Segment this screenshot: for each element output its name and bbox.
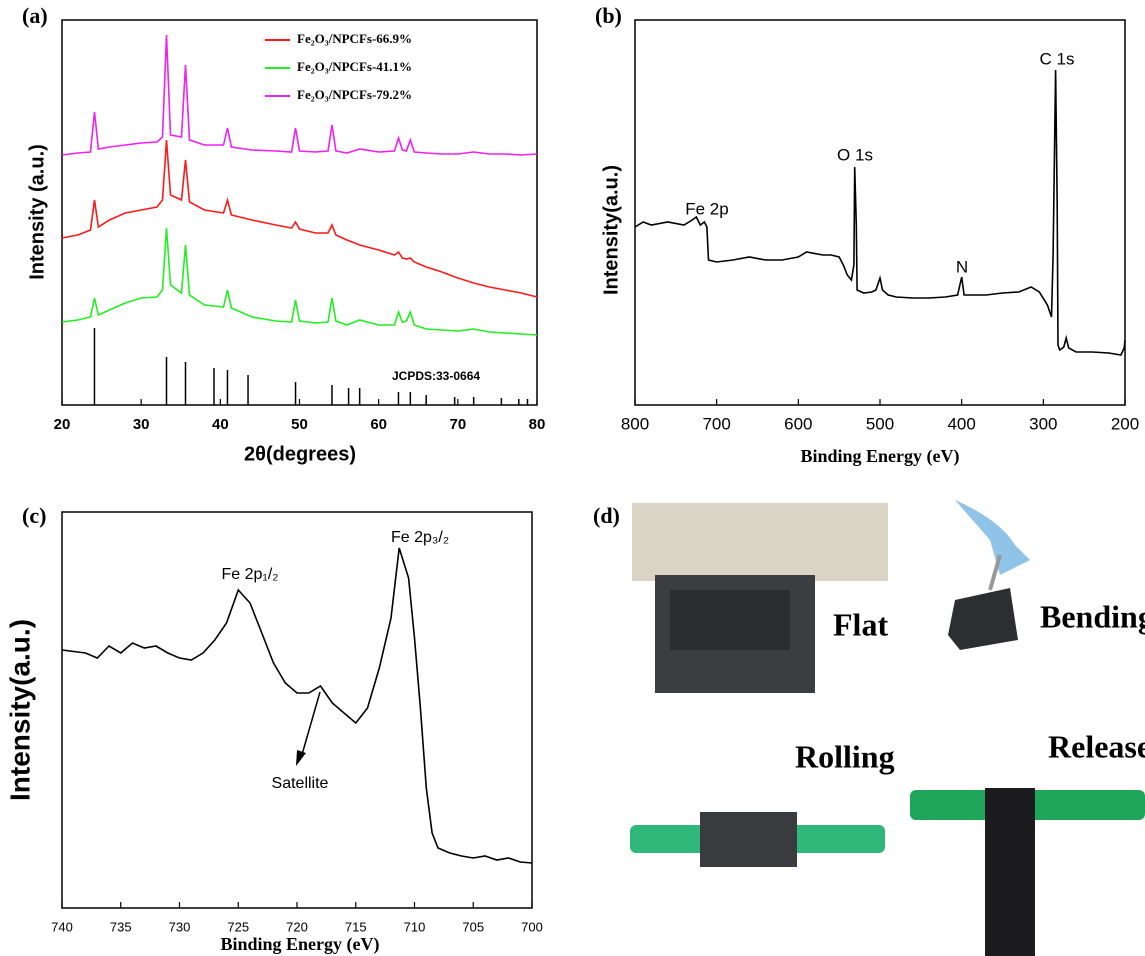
panel-label: (a) [22, 3, 48, 28]
glove [955, 500, 1030, 575]
x-tick-label: 400 [947, 414, 975, 433]
x-tick-label: 50 [291, 416, 308, 433]
peak-annotation: C 1s [1040, 49, 1075, 68]
x-tick-label: 80 [529, 416, 546, 433]
x-tick-label: 200 [1111, 414, 1139, 433]
x-tick-label: 500 [866, 414, 894, 433]
plot-frame [61, 511, 533, 909]
x-axis-label: 2θ(degrees) [244, 443, 356, 465]
film-texture [670, 590, 790, 650]
ruler [632, 503, 888, 581]
x-tick-label: 700 [702, 414, 730, 433]
x-tick-label: 715 [345, 919, 367, 934]
x-tick-label: 735 [110, 919, 132, 934]
legend-label: Fe₂O₃/NPCFs-41.1% [297, 59, 412, 74]
x-tick-label: 300 [1029, 414, 1057, 433]
series-line [634, 69, 1126, 356]
photo-caption: Release [1048, 728, 1145, 764]
peak-annotation: Fe 2p₁/₂ [222, 566, 279, 583]
x-tick-label: 800 [621, 414, 649, 433]
panel-label: (d) [593, 503, 620, 528]
peak-annotation: Fe 2p [685, 199, 728, 218]
photo-caption: Rolling [795, 738, 895, 774]
peak-annotation: Fe 2p₃/₂ [391, 529, 449, 546]
x-tick-label: 700 [521, 919, 543, 934]
peak-annotation: Satellite [272, 775, 329, 792]
x-axis-label: Binding Energy (eV) [800, 446, 959, 467]
legend-label: Fe₂O₃/NPCFs-79.2% [297, 87, 412, 102]
x-tick-label: 20 [54, 416, 71, 433]
y-axis-label: Intensity (a.u.) [26, 144, 48, 280]
x-tick-label: 40 [212, 416, 229, 433]
arrow-head [296, 750, 306, 766]
x-tick-label: 710 [404, 919, 426, 934]
series-line [61, 227, 538, 336]
y-axis-label: Intensity(a.u.) [600, 165, 622, 295]
panel-label: (b) [595, 3, 622, 28]
x-tick-label: 600 [784, 414, 812, 433]
panel-label: (c) [22, 503, 46, 528]
series-line [61, 34, 538, 156]
film-released [985, 788, 1035, 956]
series-line [61, 139, 538, 298]
plot-frame [61, 19, 538, 406]
photo-panel [630, 500, 1145, 956]
x-tick-label: 30 [133, 416, 150, 433]
x-tick-label: 705 [462, 919, 484, 934]
tweezer [988, 554, 1002, 591]
reference-label: JCPDS:33-0664 [392, 369, 480, 383]
series-line [61, 547, 533, 864]
x-tick-label: 720 [286, 919, 308, 934]
peak-annotation: N [956, 257, 968, 276]
x-tick-label: 740 [51, 919, 73, 934]
x-tick-label: 60 [370, 416, 387, 433]
x-tick-label: 730 [169, 919, 191, 934]
x-axis-label: Binding Energy (eV) [220, 934, 379, 955]
x-tick-label: 70 [449, 416, 466, 433]
x-tick-label: 725 [227, 919, 249, 934]
film-rolled [700, 812, 797, 867]
film-bending [948, 588, 1018, 650]
photo-caption: Flat [833, 606, 888, 642]
legend-label: Fe₂O₃/NPCFs-66.9% [297, 31, 412, 46]
y-axis-label: Intensity(a.u.) [4, 619, 35, 801]
photo-caption: Bending [1040, 598, 1145, 634]
peak-annotation: O 1s [837, 145, 873, 164]
satellite-arrow [300, 691, 321, 759]
